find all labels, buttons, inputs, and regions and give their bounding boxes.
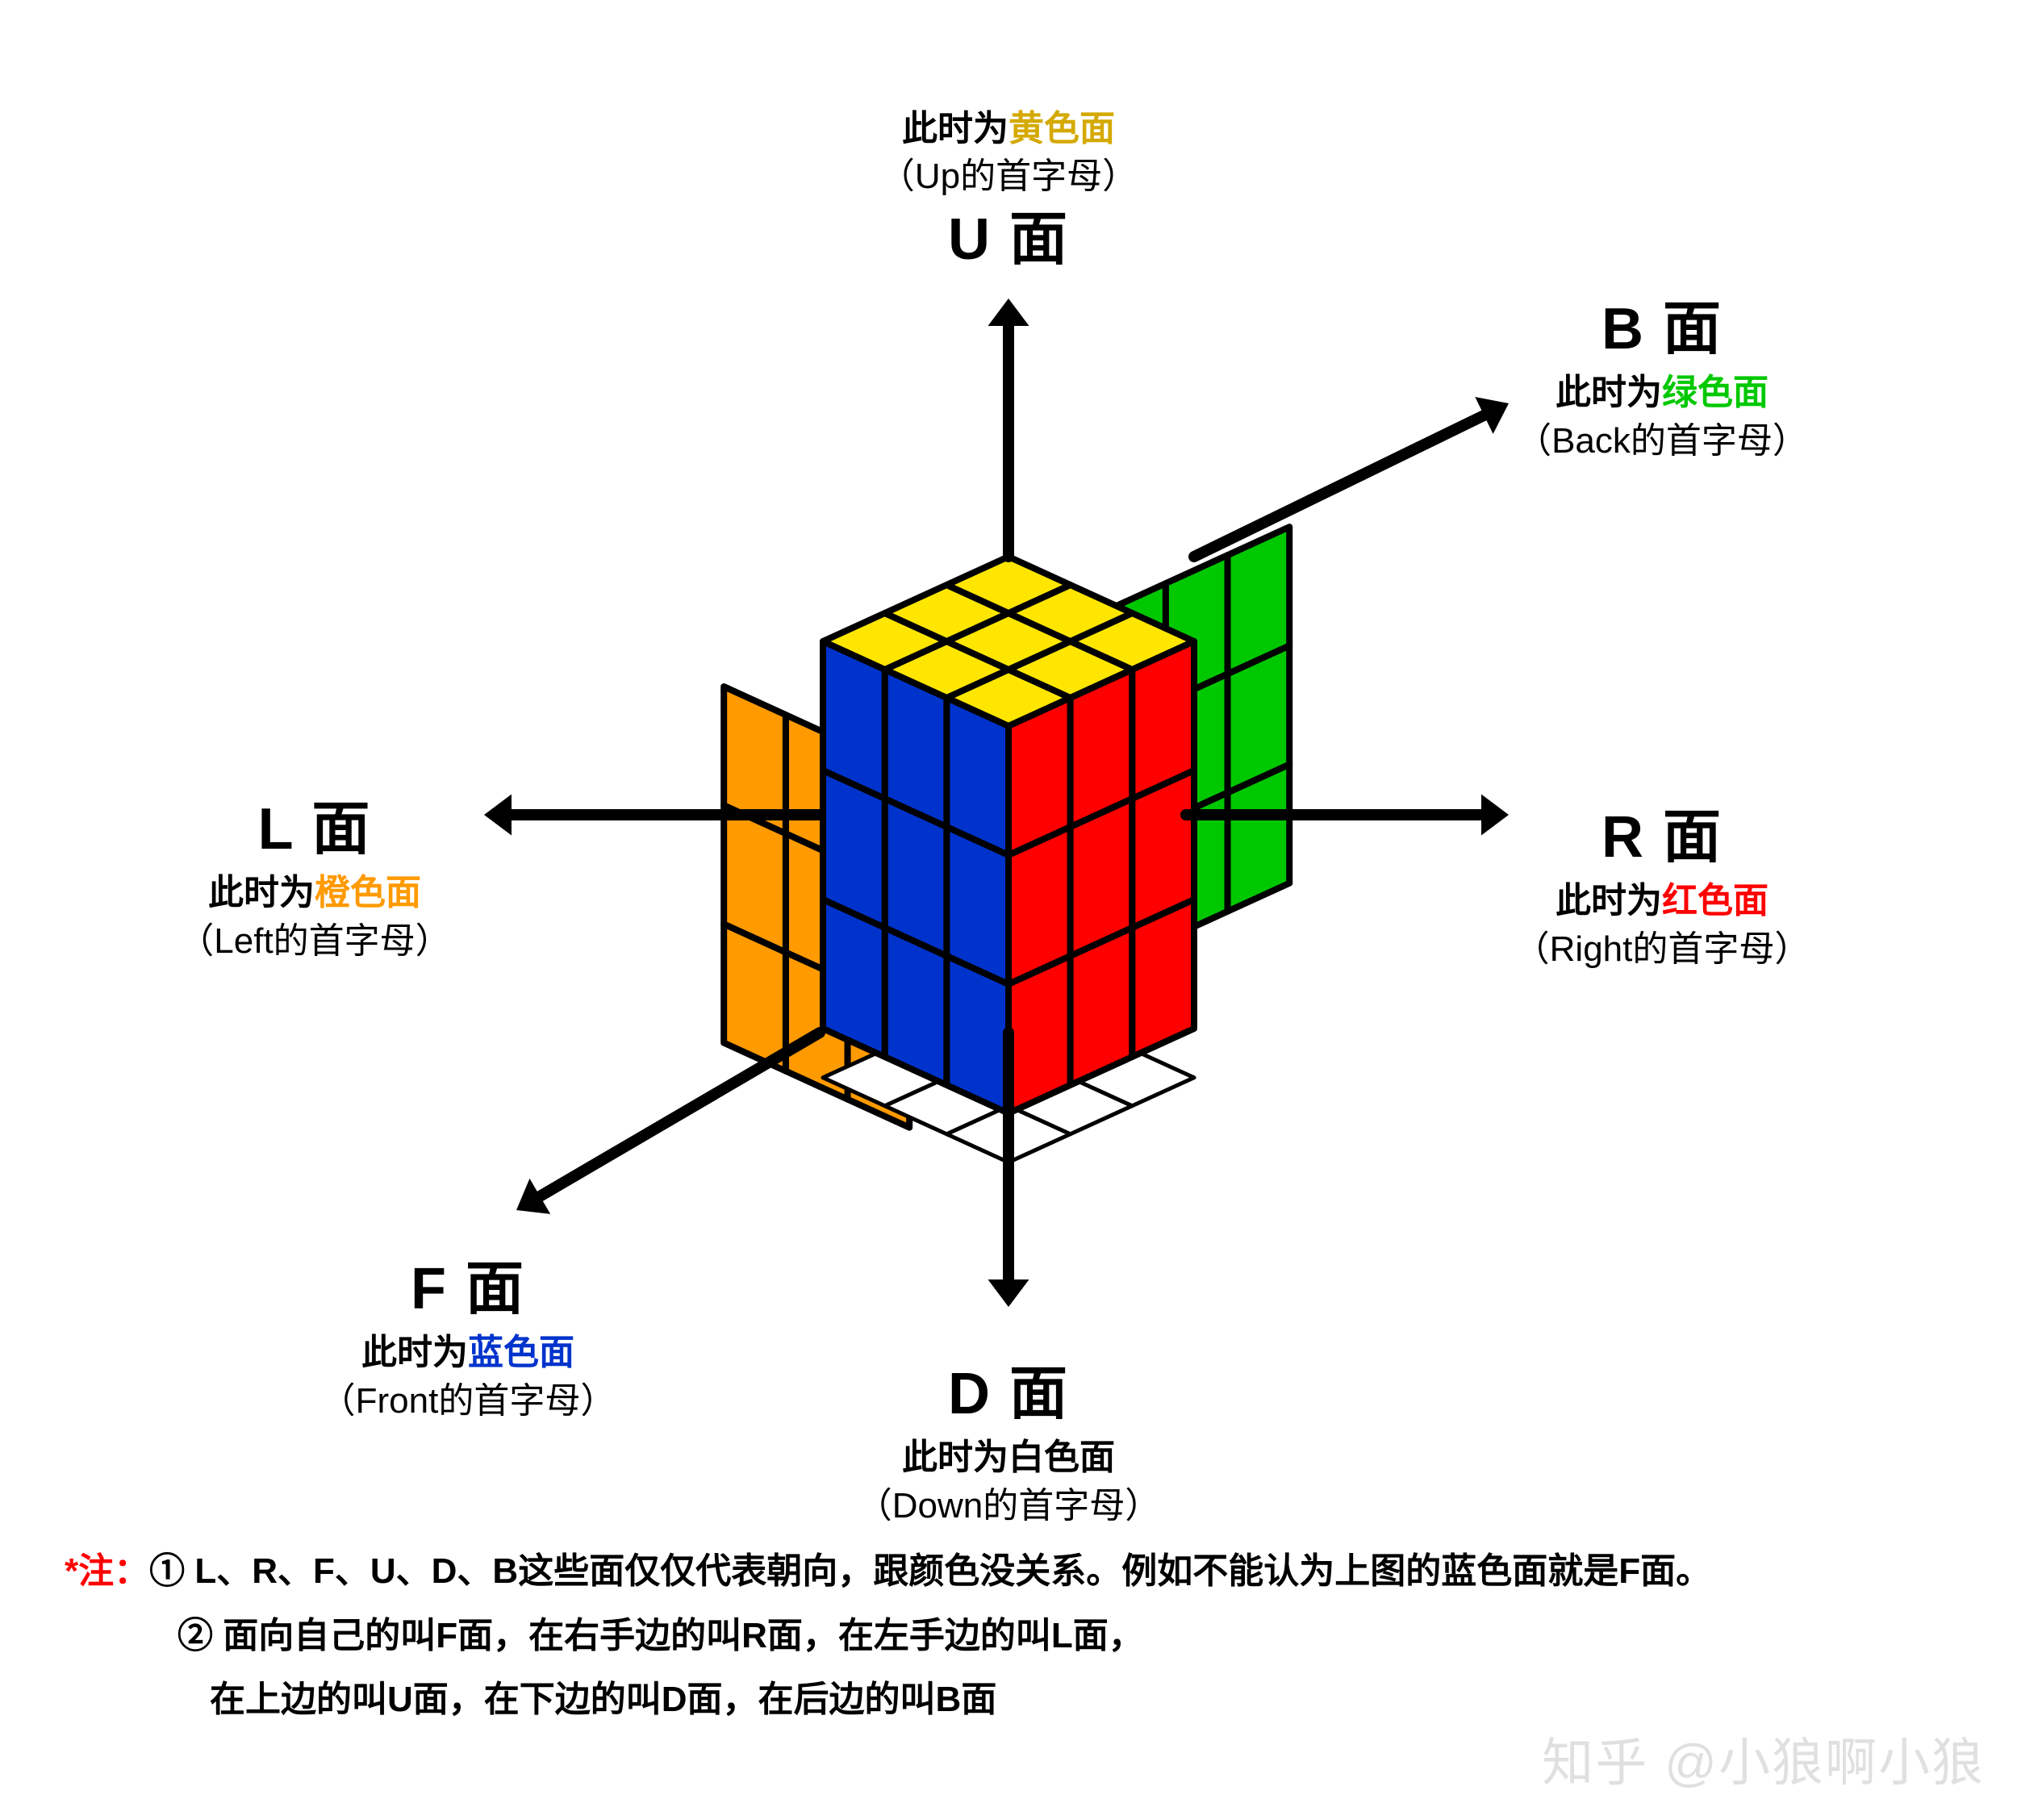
face-L-title: L 面 bbox=[73, 791, 557, 869]
note-star: *注： bbox=[65, 1551, 149, 1591]
face-D-sub1: 此时为白色面 bbox=[766, 1434, 1251, 1481]
note-1: ① L、R、F、U、D、B这些面仅仅代表朝向，跟颜色没关系。例如不能认为上图的蓝… bbox=[149, 1551, 1711, 1591]
face-B-sub2: （Back的首字母） bbox=[1420, 417, 1904, 465]
face-R-sub2: （Right的首字母） bbox=[1420, 925, 1904, 973]
label-L: L 面此时为橙色面（Left的首字母） bbox=[73, 791, 557, 965]
face-R-title: R 面 bbox=[1420, 799, 1904, 877]
face-F-title: F 面 bbox=[226, 1250, 710, 1329]
face-F-sub1: 此时为蓝色面 bbox=[226, 1329, 710, 1376]
watermark: 知乎 @小狼啊小狼 bbox=[1542, 1722, 1985, 1796]
face-U-sub1: 此时为黄色面 bbox=[766, 105, 1251, 152]
face-L-sub2: （Left的首字母） bbox=[73, 917, 557, 965]
face-L-sub1: 此时为橙色面 bbox=[73, 869, 557, 916]
face-R-sub1: 此时为红色面 bbox=[1420, 877, 1904, 925]
face-B-sub1: 此时为绿色面 bbox=[1420, 369, 1904, 416]
face-D-sub2: （Down的首字母） bbox=[766, 1482, 1251, 1530]
note-2a: ② 面向自己的叫F面，在右手边的叫R面，在左手边的叫L面， bbox=[177, 1616, 1144, 1655]
label-F: F 面此时为蓝色面（Front的首字母） bbox=[226, 1250, 710, 1425]
note-2b: 在上边的叫U面，在下边的叫D面，在后边的叫B面 bbox=[210, 1680, 996, 1719]
diagram-stage: 此时为黄色面（Up的首字母）U 面 B 面此时为绿色面（Back的首字母） R … bbox=[0, 0, 2017, 1820]
face-U-sub2: （Up的首字母） bbox=[766, 152, 1251, 200]
face-D-title: D 面 bbox=[766, 1355, 1251, 1434]
face-F-sub2: （Front的首字母） bbox=[226, 1377, 710, 1425]
label-R: R 面此时为红色面（Right的首字母） bbox=[1420, 799, 1904, 973]
face-B-title: B 面 bbox=[1420, 290, 1904, 369]
face-U-title: U 面 bbox=[766, 201, 1251, 279]
label-D: D 面此时为白色面（Down的首字母） bbox=[766, 1355, 1251, 1530]
footnotes: *注：① L、R、F、U、D、B这些面仅仅代表朝向，跟颜色没关系。例如不能认为上… bbox=[65, 1539, 1952, 1731]
label-U: 此时为黄色面（Up的首字母）U 面 bbox=[766, 105, 1251, 279]
label-B: B 面此时为绿色面（Back的首字母） bbox=[1420, 290, 1904, 465]
